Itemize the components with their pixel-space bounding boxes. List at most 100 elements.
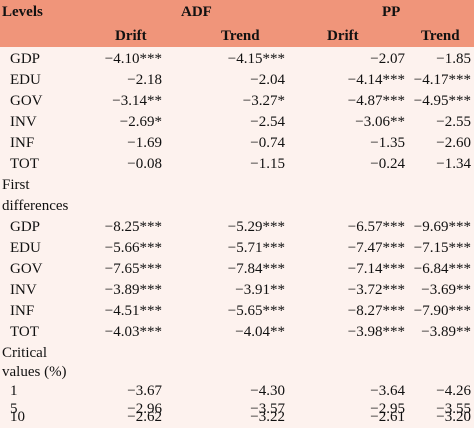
adf-trend-value: −3.27*: [242, 93, 285, 109]
section-label-row: values (%): [0, 362, 474, 383]
adf-drift-value: −8.25***: [104, 219, 162, 235]
pp-trend-value: −7.90***: [413, 303, 471, 319]
adf-trend-value: −4.15***: [227, 51, 285, 67]
row-label: INF: [10, 303, 35, 319]
adf-trend-value: −2.54: [250, 114, 285, 130]
header-adf: ADF: [181, 4, 212, 20]
pp-trend-value: −9.69***: [413, 219, 471, 235]
pp-drift-value: −2.07: [370, 51, 405, 67]
header-pp: PP: [382, 4, 401, 20]
table-row: INV −3.89*** −3.91** −3.72*** −3.69**: [0, 280, 474, 301]
adf-drift-value: −7.65***: [104, 261, 162, 277]
pp-drift-value: −1.35: [370, 135, 405, 151]
section-label-row: differences: [0, 196, 474, 217]
row-label: TOT: [10, 156, 39, 172]
pp-drift-value: −4.87***: [347, 93, 405, 109]
critical-values-label-line2: values (%): [2, 364, 67, 380]
pp-drift-value: −2.61: [370, 409, 405, 425]
header-pp-drift: Drift: [327, 28, 359, 44]
table-row: 10 −2.62 −3.22 −2.61 −3.20: [0, 407, 474, 428]
adf-trend-value: −5.71***: [227, 240, 285, 256]
pp-drift-value: −3.72***: [347, 282, 405, 298]
pp-trend-value: −1.34: [436, 156, 471, 172]
adf-drift-value: −4.10***: [104, 51, 162, 67]
table-row: EDU −2.18 −2.04 −4.14*** −4.17***: [0, 70, 474, 91]
adf-trend-value: −2.04: [250, 72, 285, 88]
adf-trend-value: −5.65***: [227, 303, 285, 319]
pp-drift-value: −3.98***: [347, 324, 405, 340]
adf-trend-value: −3.22: [250, 409, 285, 425]
row-label: GOV: [10, 261, 43, 277]
pp-drift-value: −3.64: [370, 383, 405, 399]
pp-drift-value: −8.27***: [347, 303, 405, 319]
adf-drift-value: −4.03***: [104, 324, 162, 340]
pp-drift-value: −3.06**: [355, 114, 405, 130]
pp-drift-value: −2.95: [370, 401, 405, 417]
table-row: TOT −4.03*** −4.04** −3.98*** −3.89**: [0, 322, 474, 343]
row-label: INV: [10, 282, 37, 298]
adf-trend-value: −4.30: [250, 383, 285, 399]
row-label: 1: [10, 383, 18, 399]
table-row: GOV −3.14** −3.27* −4.87*** −4.95***: [0, 91, 474, 112]
pp-drift-value: −0.24: [370, 156, 405, 172]
adf-trend-value: −4.04**: [235, 324, 285, 340]
adf-drift-value: −1.69: [127, 135, 162, 151]
adf-drift-value: −2.18: [127, 72, 162, 88]
pp-trend-value: −3.89**: [421, 324, 471, 340]
table-row: INF −1.69 −0.74 −1.35 −2.60: [0, 133, 474, 154]
pp-trend-value: −4.26: [436, 383, 471, 399]
pp-drift-value: −7.14***: [347, 261, 405, 277]
adf-drift-value: −2.62: [127, 409, 162, 425]
adf-drift-value: −0.08: [127, 156, 162, 172]
row-label: TOT: [10, 324, 39, 340]
table-row: INF −4.51*** −5.65*** −8.27*** −7.90***: [0, 301, 474, 322]
section-label-row: Critical: [0, 343, 474, 364]
pp-trend-value: −3.55: [436, 401, 471, 417]
table-row: 1 −3.67 −4.30 −3.64 −4.26: [0, 381, 474, 402]
adf-drift-value: −5.66***: [104, 240, 162, 256]
pp-trend-value: −6.84***: [413, 261, 471, 277]
table-row: TOT −0.08 −1.15 −0.24 −1.34: [0, 154, 474, 175]
table-row: INV −2.69* −2.54 −3.06** −2.55: [0, 112, 474, 133]
row-label: EDU: [10, 72, 41, 88]
pp-trend-value: −3.20: [436, 409, 471, 425]
first-differences-label-line1: First: [2, 177, 30, 193]
adf-drift-value: −2.69*: [119, 114, 162, 130]
pp-drift-value: −6.57***: [347, 219, 405, 235]
table-row: 5 −2.96 −3.57 −2.95 −3.55: [0, 399, 474, 420]
section-label-row: First: [0, 175, 474, 196]
pp-trend-value: −1.85: [436, 51, 471, 67]
header-levels: Levels: [2, 4, 43, 20]
header-row-test-groups: Levels ADF PP: [0, 0, 474, 25]
adf-trend-value: −5.29***: [227, 219, 285, 235]
row-label: 5: [10, 401, 18, 417]
pp-trend-value: −3.69**: [421, 282, 471, 298]
adf-drift-value: −2.96: [127, 401, 162, 417]
adf-trend-value: −3.91**: [235, 282, 285, 298]
table-row: EDU −5.66*** −5.71*** −7.47*** −7.15***: [0, 238, 474, 259]
adf-trend-value: −1.15: [250, 156, 285, 172]
pp-trend-value: −4.95***: [413, 93, 471, 109]
row-label: EDU: [10, 240, 41, 256]
pp-trend-value: −7.15***: [413, 240, 471, 256]
pp-trend-value: −2.60: [436, 135, 471, 151]
table-row: GOV −7.65*** −7.84*** −7.14*** −6.84***: [0, 259, 474, 280]
table-row: GDP −4.10*** −4.15*** −2.07 −1.85: [0, 49, 474, 70]
row-label: INV: [10, 114, 37, 130]
adf-drift-value: −3.89***: [104, 282, 162, 298]
first-differences-label-line2: differences: [2, 198, 69, 214]
row-label: 10: [10, 409, 25, 425]
pp-trend-value: −2.55: [436, 114, 471, 130]
critical-values-label-line1: Critical: [2, 345, 47, 361]
adf-trend-value: −3.57: [250, 401, 285, 417]
adf-drift-value: −3.67: [127, 383, 162, 399]
pp-trend-value: −4.17***: [413, 72, 471, 88]
adf-drift-value: −3.14**: [112, 93, 162, 109]
header-adf-trend: Trend: [221, 28, 260, 44]
adf-trend-value: −0.74: [250, 135, 285, 151]
pp-drift-value: −4.14***: [347, 72, 405, 88]
row-label: GOV: [10, 93, 43, 109]
pp-drift-value: −7.47***: [347, 240, 405, 256]
table-row: GDP −8.25*** −5.29*** −6.57*** −9.69***: [0, 217, 474, 238]
